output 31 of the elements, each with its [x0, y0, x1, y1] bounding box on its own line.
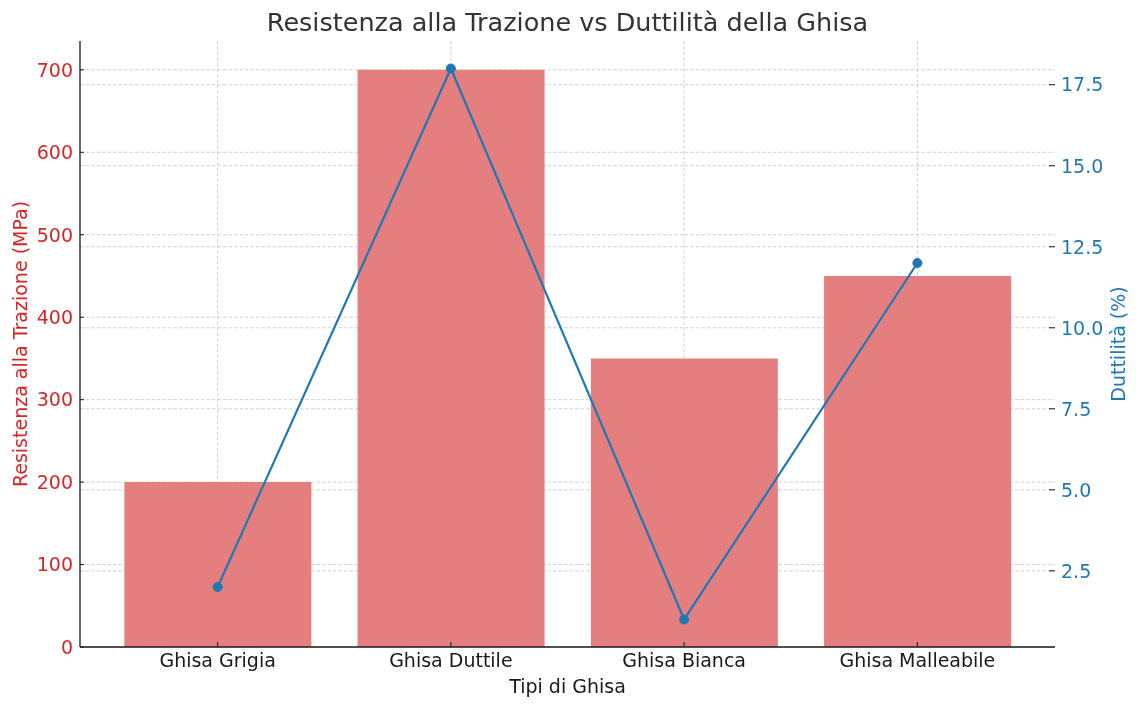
bar [124, 482, 312, 647]
y-tick-label: 0 [60, 635, 73, 658]
y2-tick-label: 5.0 [1061, 478, 1092, 501]
x-tick-label: Ghisa Grigia [159, 649, 276, 672]
y2-tick-label: 7.5 [1061, 397, 1092, 420]
bar [824, 275, 1012, 647]
point [445, 63, 456, 74]
x-tick-label: Ghisa Duttile [389, 649, 513, 672]
y2-axis-title: Duttilità (%) [1107, 286, 1129, 402]
y2-tick-label: 15.0 [1061, 154, 1104, 177]
y-axis-title: Resistenza alla Trazione (MPa) [9, 200, 31, 488]
point [912, 257, 923, 268]
x-axis-title: Tipi di Ghisa [508, 675, 626, 697]
y-tick-label: 700 [36, 58, 73, 81]
y-tick-label: 300 [36, 388, 73, 411]
chart-title: Resistenza alla Trazione vs Duttilità della Ghisa [266, 7, 869, 37]
y-tick-label: 400 [36, 305, 73, 328]
y2-tick-label: 12.5 [1061, 235, 1104, 258]
y-tick-label: 600 [36, 141, 73, 164]
y2-tick-label: 10.0 [1061, 316, 1104, 339]
y-tick-label: 200 [36, 470, 73, 493]
bar [590, 358, 778, 647]
bar [357, 69, 545, 647]
y2-tick-label: 2.5 [1061, 559, 1092, 582]
point [679, 614, 690, 625]
y2-tick-label: 17.5 [1061, 73, 1104, 96]
x-tick-label: Ghisa Malleabile [839, 649, 996, 672]
point [212, 582, 223, 593]
y-tick-label: 500 [36, 223, 73, 246]
x-tick-label: Ghisa Bianca [622, 649, 746, 672]
y-tick-label: 100 [36, 553, 73, 576]
